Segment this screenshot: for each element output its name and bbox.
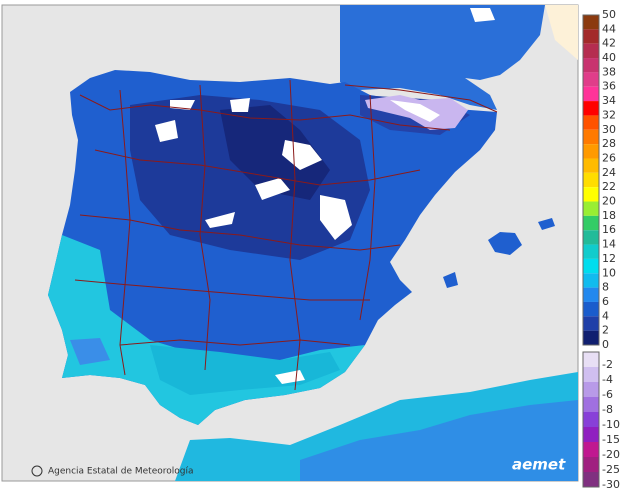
legend-swatch — [583, 330, 599, 345]
legend-swatch — [583, 187, 599, 202]
legend-label: 6 — [602, 295, 609, 308]
legend-label: 12 — [602, 252, 616, 265]
legend-label: -6 — [602, 388, 613, 401]
legend-swatch — [583, 172, 599, 188]
legend-swatch — [583, 158, 599, 173]
legend-label: -2 — [602, 358, 613, 371]
legend-label: 22 — [602, 180, 616, 193]
legend-label: 14 — [602, 238, 616, 251]
legend-swatch — [583, 72, 599, 87]
copyright-icon — [31, 465, 43, 477]
legend-swatch — [583, 457, 599, 472]
legend-label: 18 — [602, 209, 616, 222]
legend-swatch — [583, 412, 599, 427]
legend-swatch — [583, 58, 599, 73]
snow — [470, 8, 495, 22]
snow — [205, 212, 235, 228]
snow — [390, 100, 440, 122]
legend: 5044424038363432302826242220181614121086… — [582, 8, 620, 491]
legend-label: -20 — [602, 448, 620, 461]
legend-swatch — [583, 129, 599, 145]
legend-label: 24 — [602, 166, 616, 179]
legend-label: 34 — [602, 94, 616, 107]
legend-swatch — [583, 15, 599, 30]
patch — [70, 338, 110, 365]
legend-label: -10 — [602, 418, 620, 431]
legend-swatch — [583, 301, 599, 317]
legend-label: 0 — [602, 338, 609, 351]
legend-label: 28 — [602, 137, 616, 150]
legend-label: 8 — [602, 281, 609, 294]
legend-swatch — [583, 115, 599, 130]
snow — [320, 195, 352, 240]
legend-swatch — [583, 144, 599, 159]
legend-swatch — [583, 43, 599, 59]
legend-frame — [582, 14, 600, 346]
legend-label: -4 — [602, 373, 613, 386]
legend-label: -8 — [602, 403, 613, 416]
legend-label: 26 — [602, 151, 616, 164]
legend-swatch — [583, 427, 599, 442]
legend-label: -15 — [602, 433, 620, 446]
legend-label: 2 — [602, 324, 609, 337]
legend-label: 38 — [602, 65, 616, 78]
legend-label: 32 — [602, 108, 616, 121]
legend-swatch — [583, 367, 599, 382]
logo: aemet — [512, 456, 566, 474]
legend-swatch — [583, 472, 599, 487]
snow — [275, 370, 305, 384]
legend-swatch — [583, 382, 599, 397]
neighbor-land — [545, 5, 578, 60]
legend-label: 44 — [602, 22, 616, 35]
interior-colder — [220, 105, 330, 200]
legend-swatch — [583, 244, 599, 259]
legend-swatch — [583, 352, 599, 367]
legend-swatch — [583, 86, 599, 102]
legend-swatch — [583, 29, 599, 44]
legend-label: 36 — [602, 80, 616, 93]
map — [1, 4, 579, 482]
legend-swatch — [583, 273, 599, 288]
snow — [155, 120, 178, 142]
legend-swatch — [583, 230, 599, 245]
mallorca — [488, 232, 522, 255]
legend-label: 16 — [602, 223, 616, 236]
snow — [230, 98, 250, 112]
africa-inland — [300, 400, 578, 481]
legend-swatch — [583, 101, 599, 116]
snow — [282, 140, 322, 170]
snow — [255, 178, 290, 200]
legend-swatch — [583, 258, 599, 274]
legend-label: 40 — [602, 51, 616, 64]
borders — [74, 79, 498, 391]
legend-swatch — [583, 287, 599, 302]
legend-label: -30 — [602, 478, 620, 491]
legend-swatch — [583, 316, 599, 331]
credit: Agencia Estatal de Meteorología — [48, 467, 194, 477]
menorca — [538, 218, 555, 230]
legend-label: 10 — [602, 266, 616, 279]
legend-label: 42 — [602, 37, 616, 50]
ibiza — [443, 272, 458, 288]
legend-label: 4 — [602, 309, 609, 322]
legend-label: 50 — [602, 8, 616, 21]
legend-frame — [582, 351, 600, 488]
legend-swatch — [583, 442, 599, 457]
andalusia-warm — [150, 345, 340, 395]
legend-swatch — [583, 215, 599, 231]
legend-label: 30 — [602, 123, 616, 136]
france — [340, 5, 545, 110]
legend-label: 20 — [602, 195, 616, 208]
legend-swatch — [583, 201, 599, 216]
legend-swatch — [583, 397, 599, 412]
legend-label: -25 — [602, 463, 620, 476]
